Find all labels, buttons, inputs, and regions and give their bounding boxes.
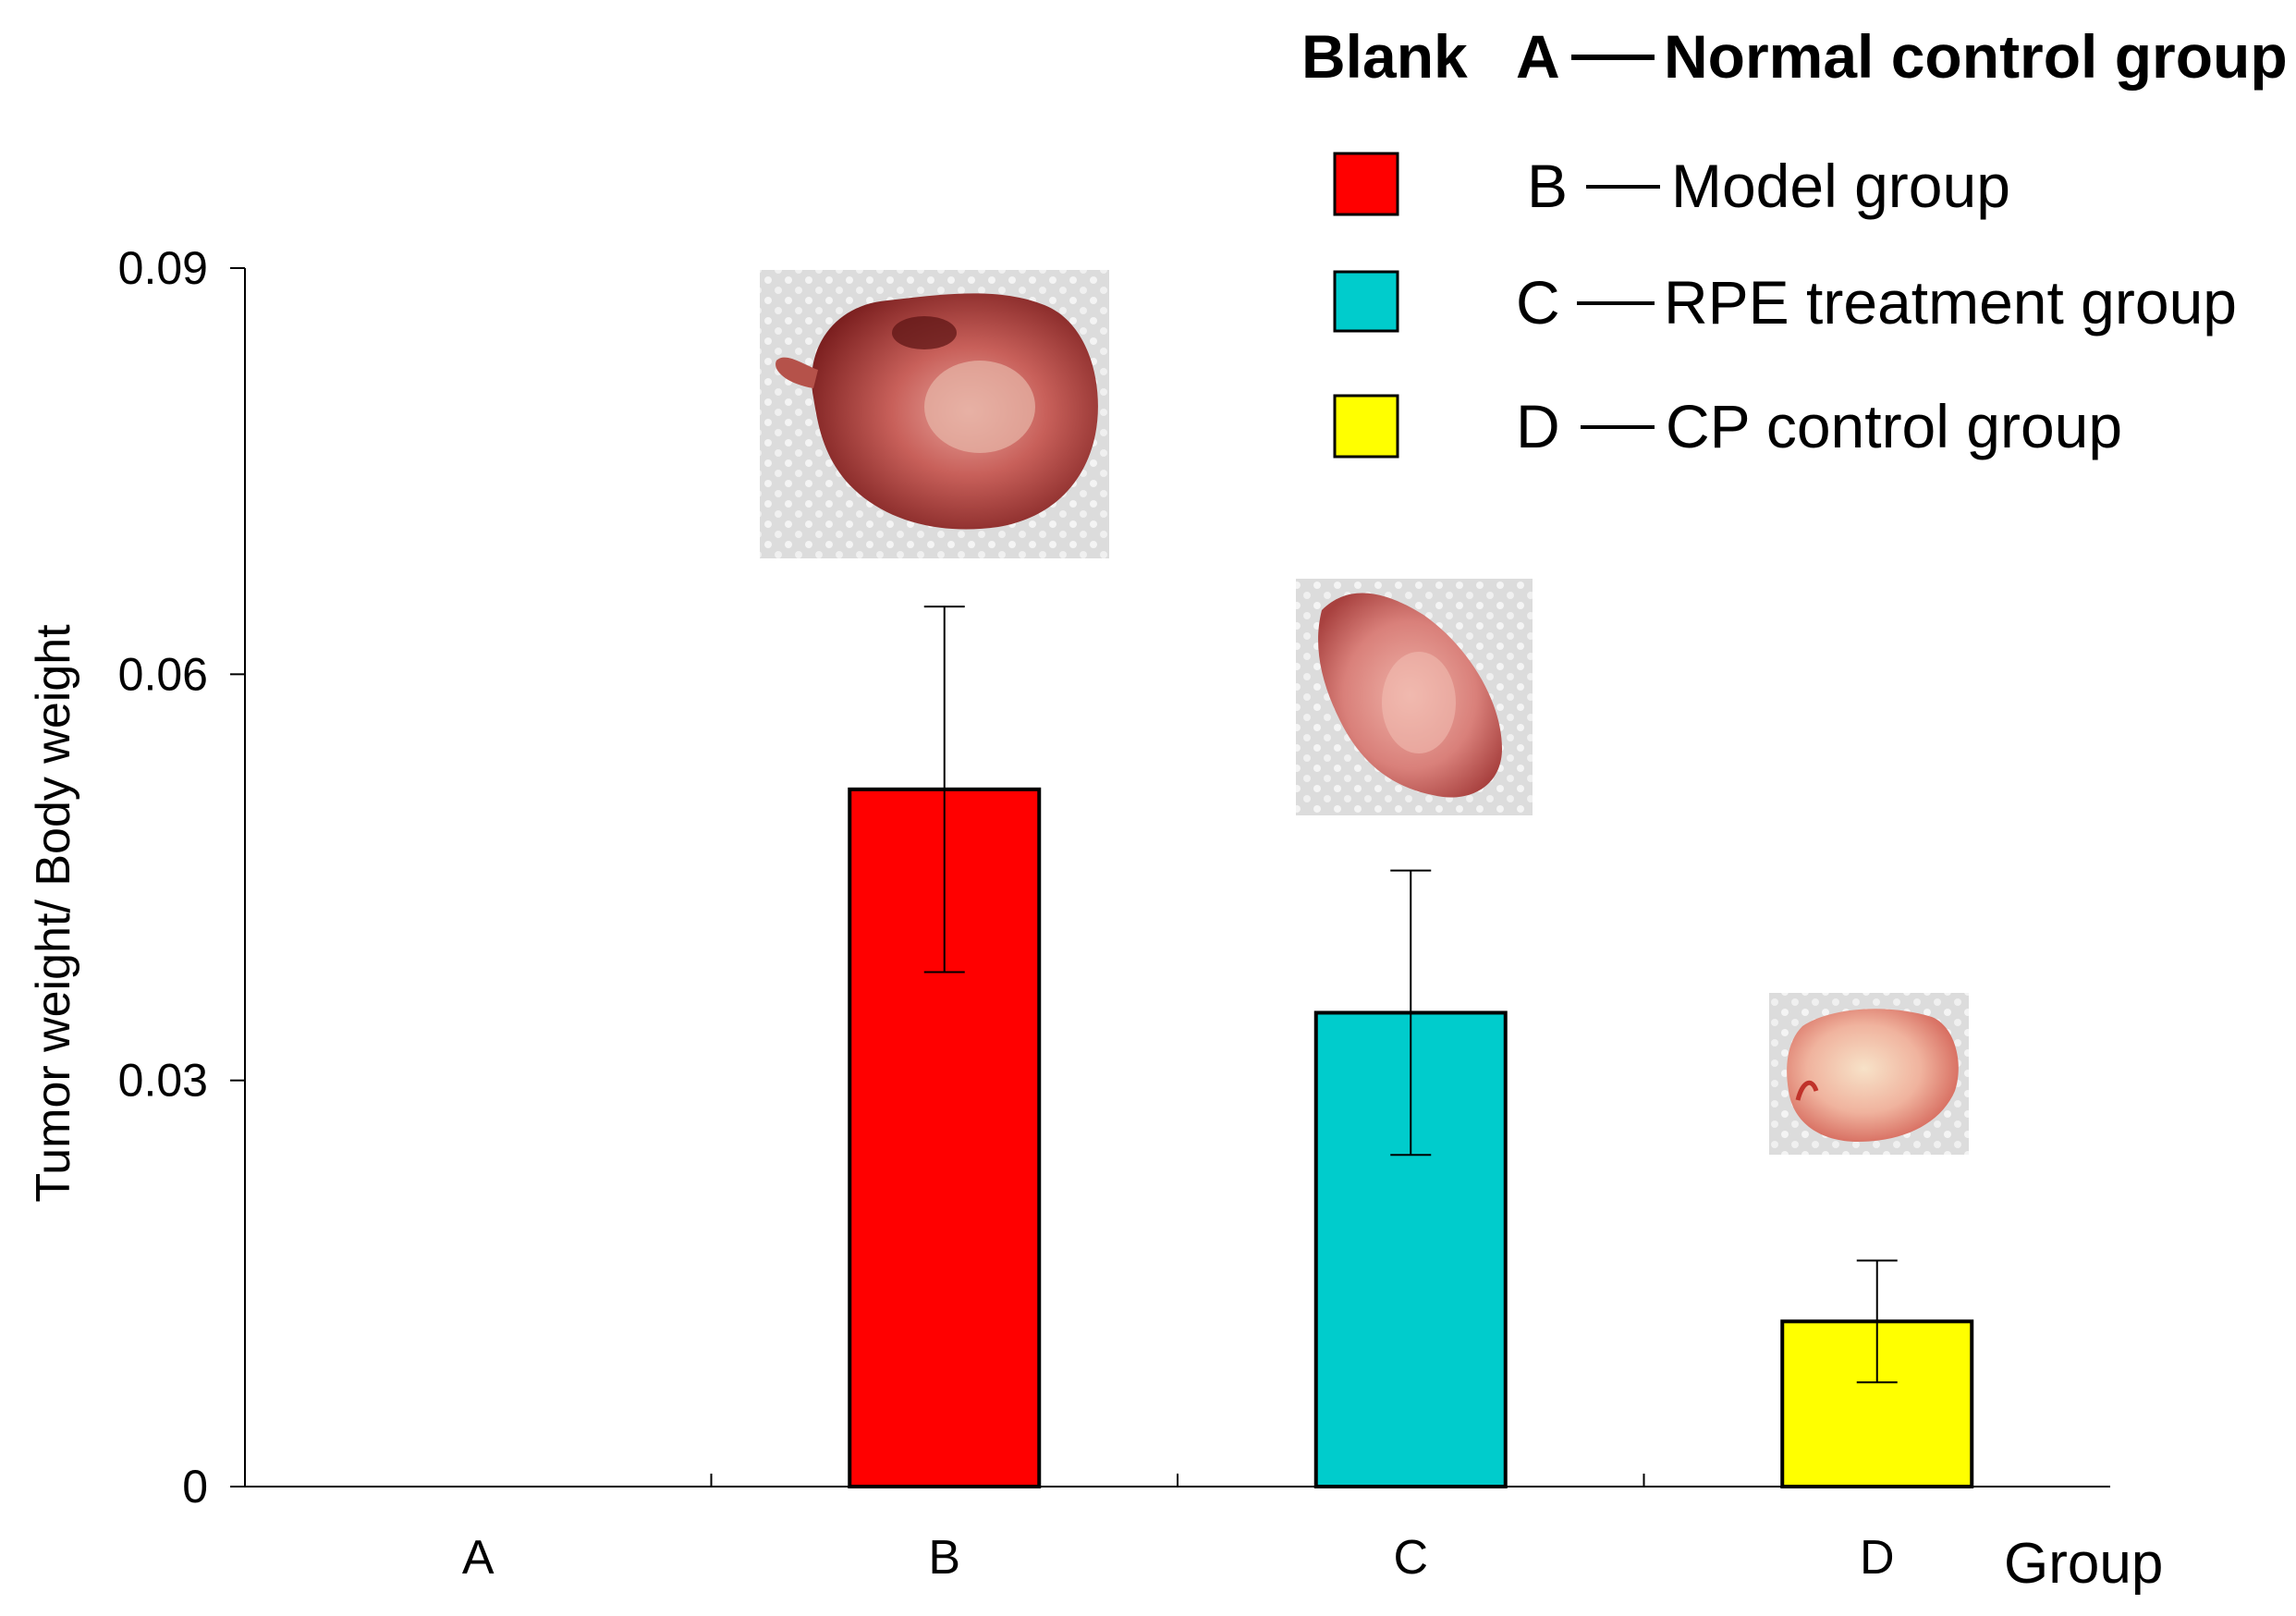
- y-ticks: 0 0.03 0.06 0.09: [118, 242, 245, 1512]
- x-axis-title: Group: [2004, 1532, 2163, 1596]
- legend-swatch-b: [1333, 152, 1399, 216]
- legend-label-b: Model group: [1671, 152, 2010, 220]
- category-label-a: A: [462, 1531, 495, 1585]
- tumor-photo-c: [1296, 579, 1533, 815]
- legend-label-d: CP control group: [1666, 392, 2122, 460]
- legend-swatch-c: [1333, 270, 1399, 333]
- legend-swatch-d: [1333, 394, 1399, 459]
- x-ticks: [710, 1474, 1645, 1487]
- y-tick-label: 0.06: [118, 648, 208, 700]
- legend-key-a: A: [1516, 22, 1560, 91]
- tumor-photo-d: [1769, 993, 1969, 1155]
- category-label-c: C: [1393, 1531, 1428, 1585]
- category-labels: A B C D: [462, 1531, 1895, 1585]
- legend-key-b: B: [1527, 152, 1568, 220]
- y-tick-label: 0.09: [118, 242, 208, 294]
- legend-label-c: RPE treatment group: [1664, 268, 2237, 337]
- legend-item-d: D CP control group: [1333, 392, 2122, 460]
- y-tick-label: 0.03: [118, 1055, 208, 1107]
- legend-label-a: Normal control group: [1664, 22, 2288, 91]
- legend-key-d: D: [1516, 392, 1560, 460]
- y-tick-label: 0: [182, 1461, 208, 1512]
- legend-key-c: C: [1516, 268, 1560, 337]
- legend-item-c: C RPE treatment group: [1333, 268, 2237, 337]
- legend-item-a: A Normal control group: [1516, 22, 2288, 91]
- tumor-photo-b: [760, 270, 1109, 558]
- y-axis-title: Tumor weight/ Body weight: [27, 624, 80, 1203]
- error-bars: [923, 606, 1898, 1384]
- category-label-d: D: [1860, 1531, 1895, 1585]
- legend-item-b: B Model group: [1333, 152, 2010, 220]
- category-label-b: B: [928, 1531, 960, 1585]
- legend: Blank A Normal control group B Model gro…: [1301, 22, 2288, 460]
- legend-blank-label: Blank: [1301, 22, 1468, 91]
